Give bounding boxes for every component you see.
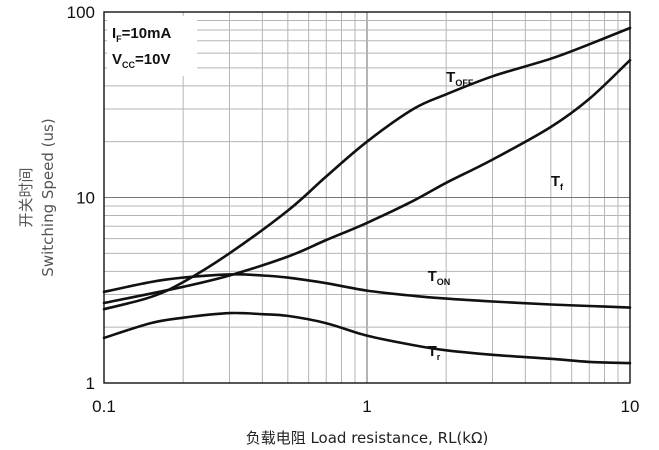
curves (102, 26, 632, 365)
series-labels: TOFF Tf TON Tr (428, 69, 564, 362)
series-label-off: TOFF (446, 69, 474, 88)
y-tick-label: 1 (86, 374, 95, 393)
series-line-r (102, 311, 632, 365)
series-line-f (102, 58, 632, 305)
plot-frame (103, 11, 631, 384)
test-conditions: IF=10mA VCC=10V (107, 16, 197, 76)
conditions-background (107, 16, 197, 76)
y-axis-label-cn: 开关时间 (17, 167, 35, 227)
y-tick-label: 100 (67, 3, 95, 22)
condition-f: IF=10mA (112, 25, 171, 44)
x-tick-label: 0.1 (92, 397, 116, 416)
series-line-on (102, 273, 632, 309)
y-axis-label: Switching Speed (us) (39, 118, 57, 276)
series-label-r: Tr (428, 343, 441, 362)
x-axis-label: 负载电阻 Load resistance, RL(kΩ) (246, 429, 489, 447)
condition-cc: VCC=10V (112, 51, 170, 70)
x-tick-label: 1 (362, 397, 371, 416)
series-label-f: Tf (551, 173, 564, 192)
y-tick-label: 10 (76, 189, 95, 208)
grid (104, 12, 630, 383)
series-label-on: TON (428, 268, 451, 287)
series-line-off (102, 26, 632, 311)
x-tick-label: 10 (621, 397, 640, 416)
tick-labels: 0.1 1 10 1 10 100 (67, 3, 640, 416)
